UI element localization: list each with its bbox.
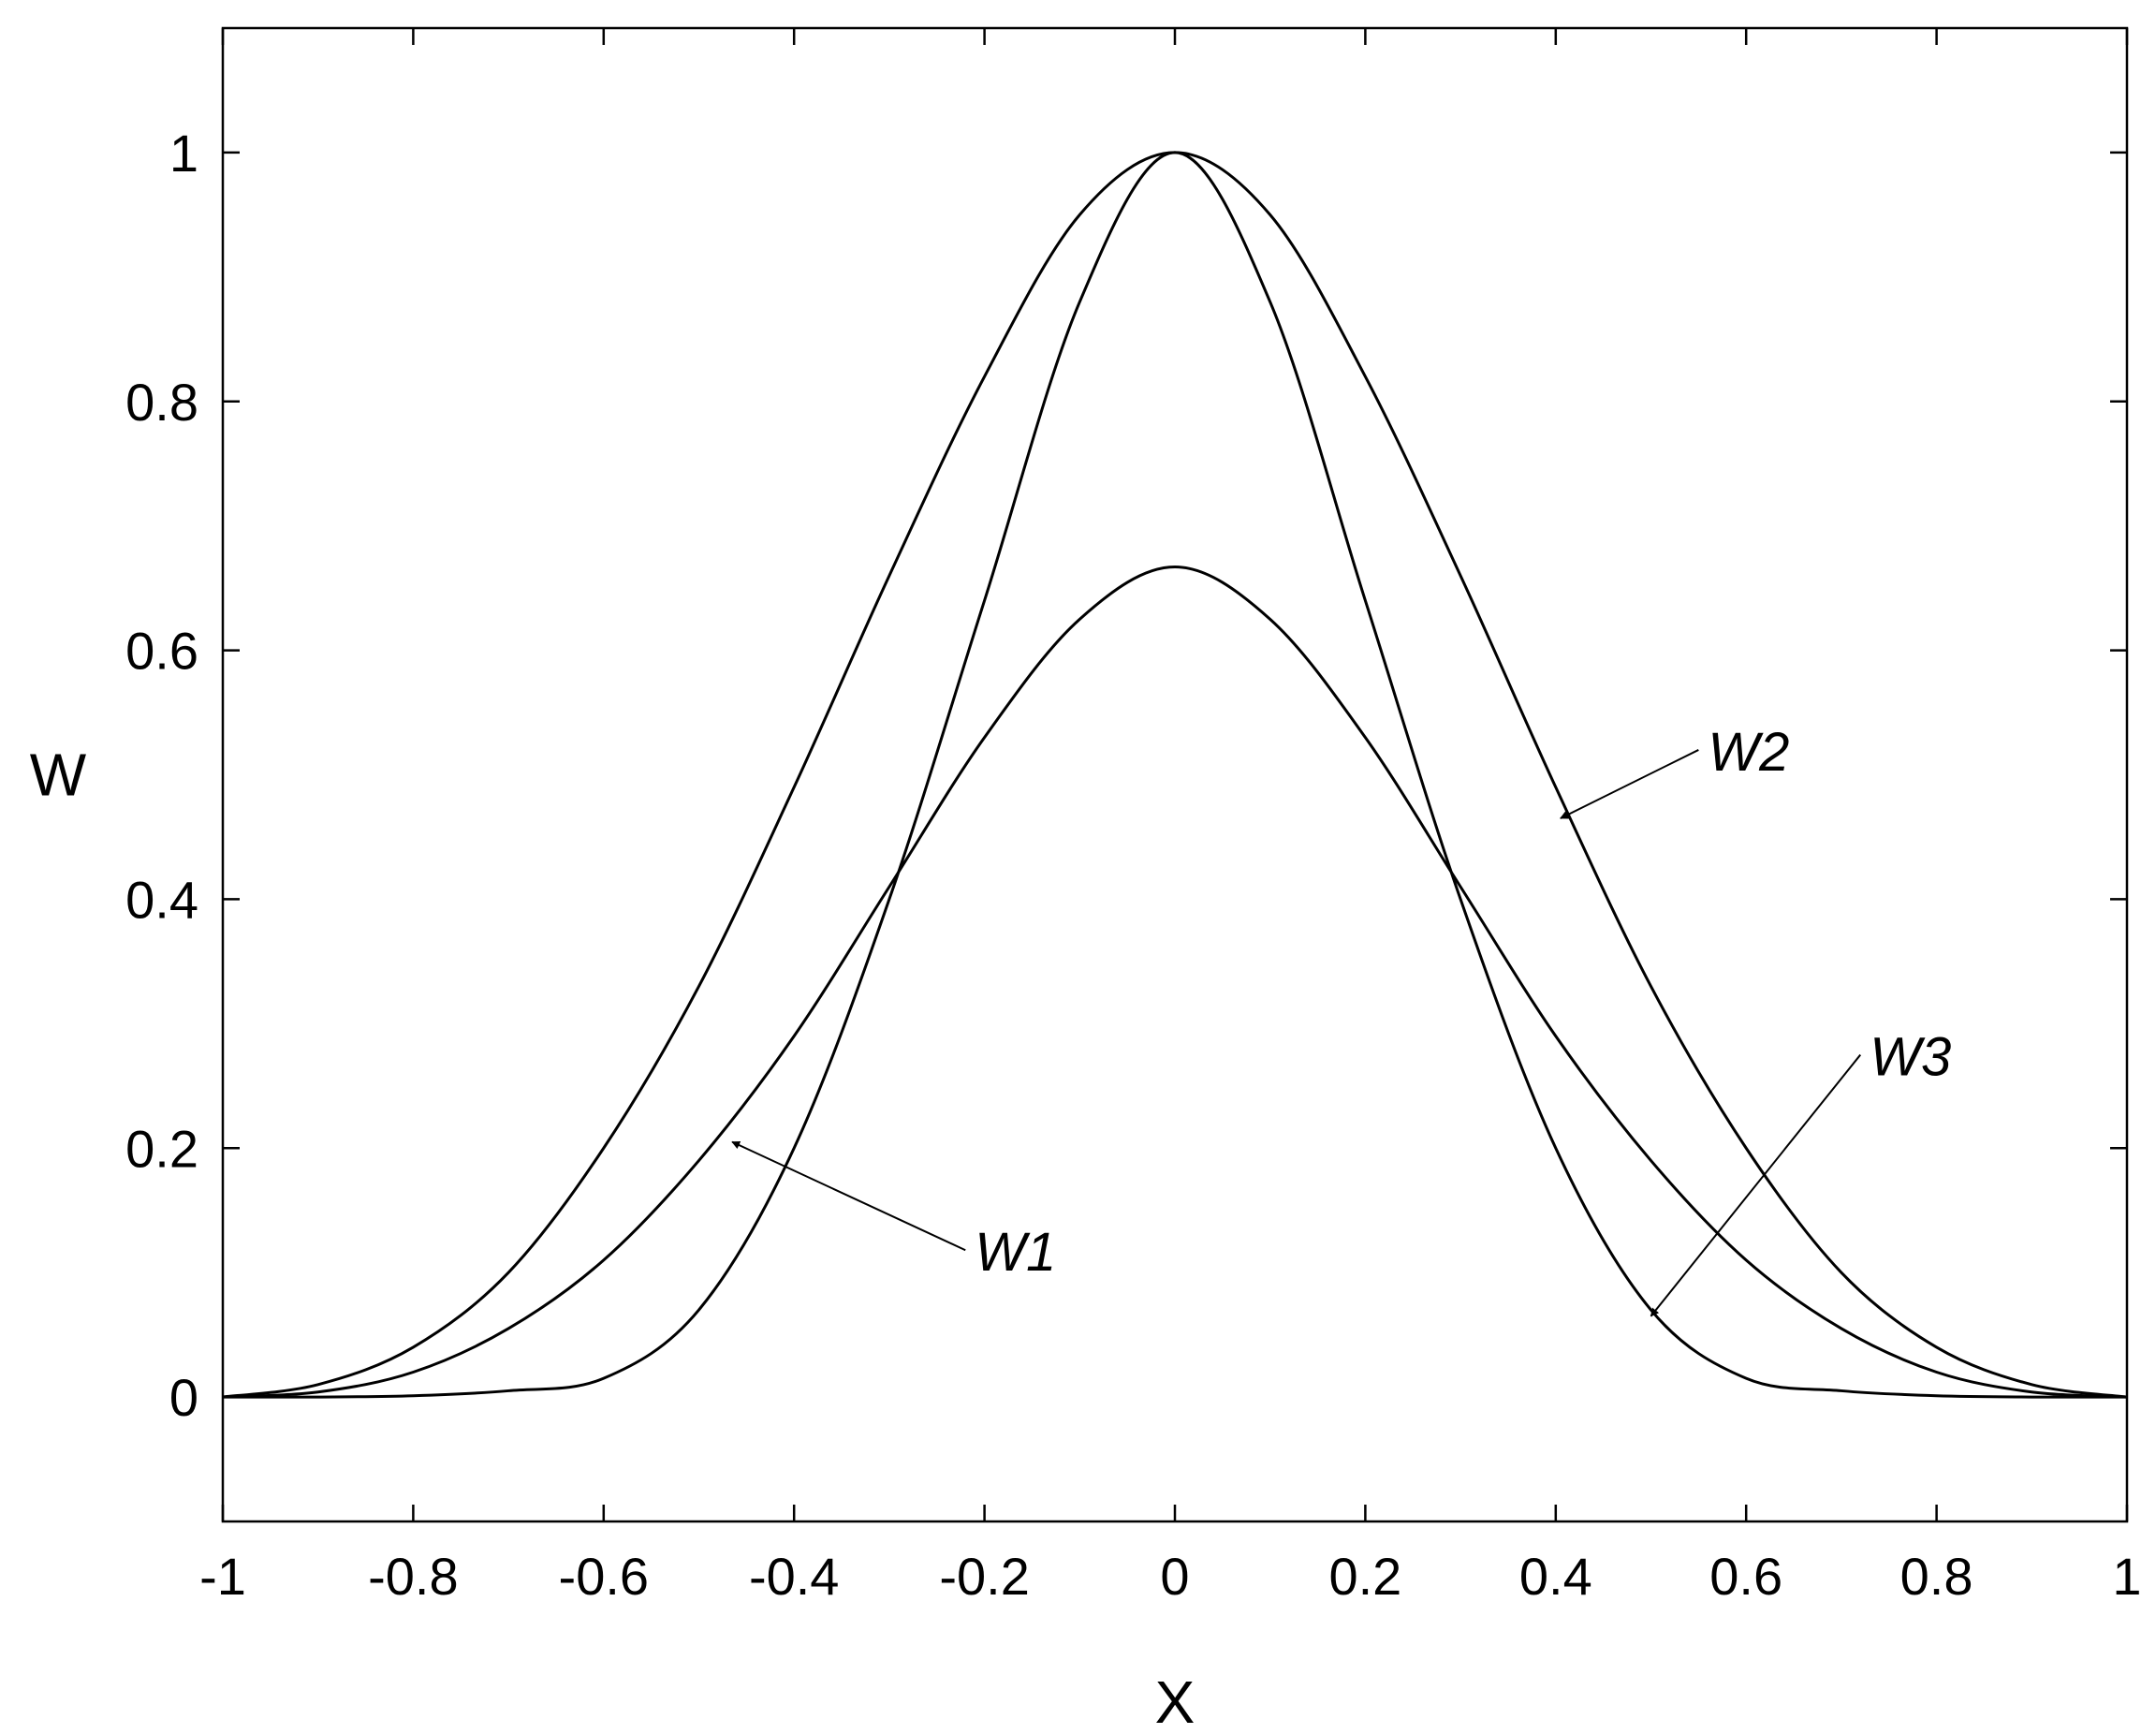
plot-area-frame: [221, 26, 2129, 1523]
x-tick-label: -0.2: [939, 1547, 1030, 1606]
annotation-arrow-w2: [1560, 749, 1699, 819]
tick-labels: -1 -0.8 -0.6 -0.4 -0.2 0 0.2 0.4 0.6 0.8 1 0 0.2 0.4 0…: [125, 124, 2141, 1606]
y-tick-label: 0.6: [125, 622, 198, 681]
y-tick-label: 0.8: [125, 373, 198, 432]
series-line-w3: [222, 151, 2128, 1399]
annotation-arrow-w1: [731, 1140, 966, 1252]
y-axis-label: W: [30, 742, 87, 809]
annotation-label-w3: W3: [1870, 1027, 1951, 1088]
series-layer: [222, 151, 2128, 1399]
axis-ticks: [221, 28, 2129, 1521]
x-tick-label: 0: [1160, 1547, 1189, 1606]
y-tick-label: 0.2: [125, 1119, 198, 1178]
y-tick-label: 1: [169, 124, 198, 183]
series-line-w2: [222, 151, 2128, 1399]
annotation-label-w2: W2: [1708, 722, 1789, 783]
y-tick-label: 0: [169, 1368, 198, 1427]
x-tick-label: -0.8: [368, 1547, 459, 1606]
annotation-arrow-w3: [1650, 1053, 1862, 1317]
x-tick-label: 0.2: [1328, 1547, 1401, 1606]
x-tick-label: 0.4: [1519, 1547, 1592, 1606]
series-line-w1: [222, 566, 2128, 1399]
x-tick-label: 1: [2112, 1547, 2141, 1606]
y-tick-label: 0.4: [125, 870, 198, 929]
annotation-label-w1: W1: [975, 1222, 1056, 1283]
x-axis-label: X: [1155, 1668, 1195, 1734]
x-tick-label: -1: [199, 1547, 246, 1606]
x-tick-label: -0.4: [749, 1547, 840, 1606]
x-tick-label: 0.8: [1900, 1547, 1973, 1606]
x-tick-label: 0.6: [1709, 1547, 1782, 1606]
annotation-layer: W1 W2 W3: [731, 722, 1951, 1317]
x-tick-label: -0.6: [559, 1547, 650, 1606]
